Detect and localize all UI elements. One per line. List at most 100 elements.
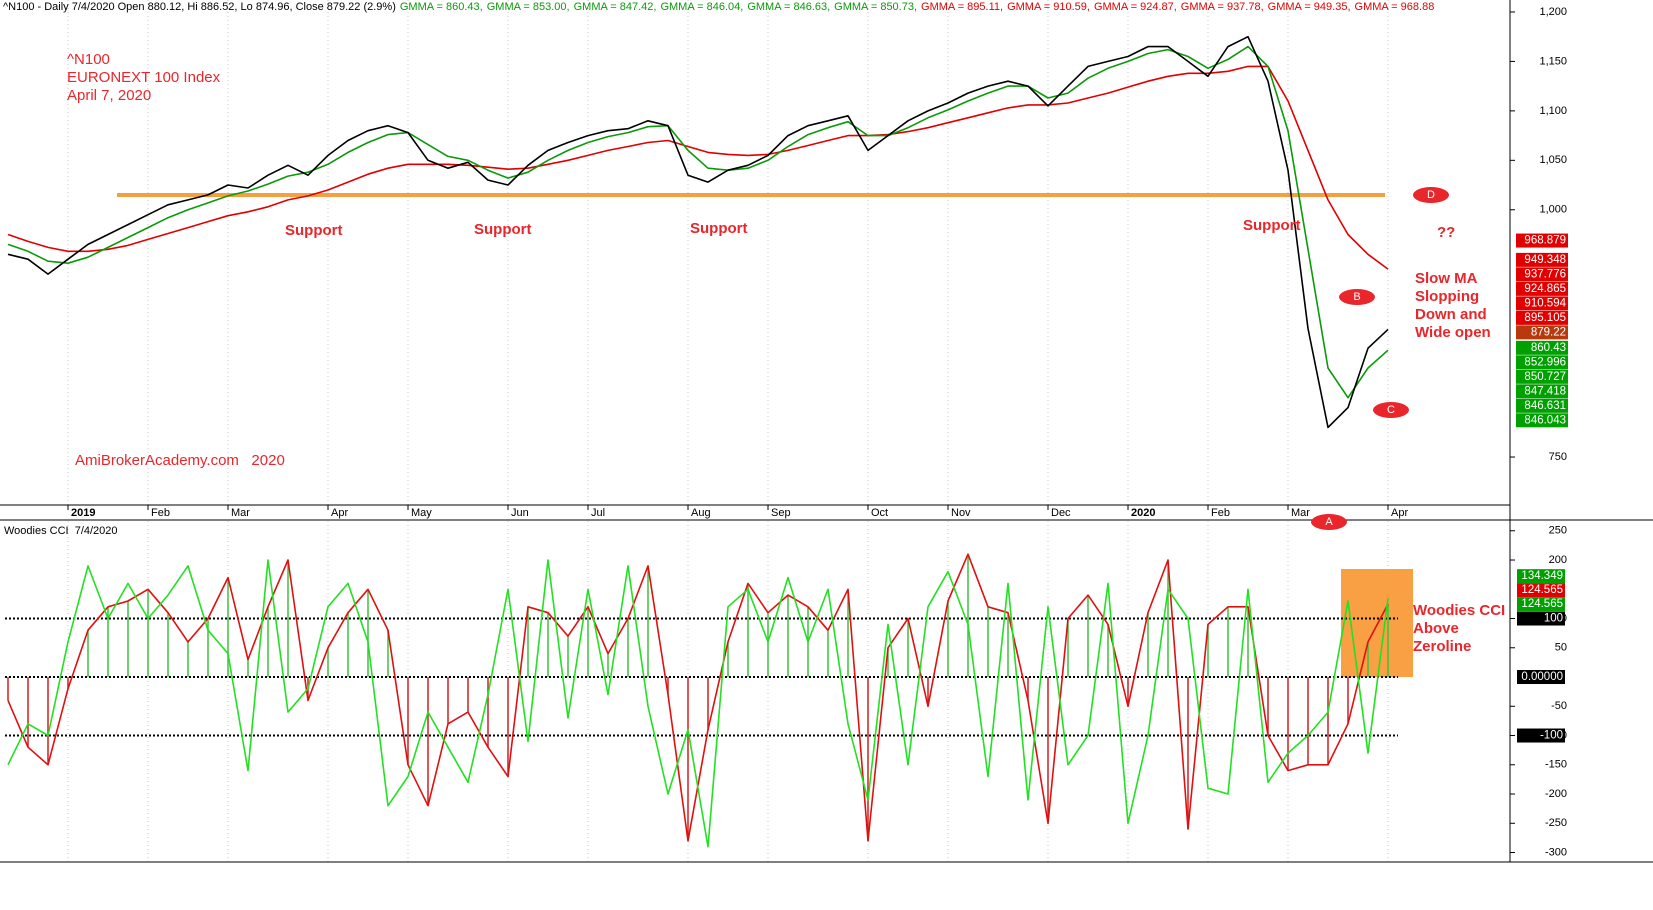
cci-title: Woodies CCI 7/4/2020 (4, 525, 118, 537)
plot (5, 35, 1398, 848)
value-box: 879.22 (1516, 325, 1568, 340)
y-tick-label: 1,050 (1539, 154, 1567, 166)
value-box-label: 860.43 (1531, 342, 1566, 354)
value-box-label: 847.418 (1524, 385, 1566, 397)
y-tick-label: 1,150 (1539, 55, 1567, 67)
marker: D (1413, 187, 1449, 203)
value-box-label: 846.043 (1524, 414, 1566, 426)
value-box-label: 124.565 (1521, 584, 1563, 596)
header-item: GMMA = 968.88 (1355, 1, 1435, 13)
x-tick-label: Apr (331, 507, 348, 519)
y-tick-label: 50 (1555, 642, 1567, 654)
x-tick-label: Nov (951, 507, 971, 519)
value-box-bg (1517, 670, 1565, 685)
marker: B (1339, 289, 1375, 305)
value-box: 124.565 (1517, 583, 1565, 598)
value-box: 850.727 (1516, 369, 1568, 384)
support-label: Support (285, 222, 343, 239)
y-tick-label: -300 (1545, 846, 1567, 858)
x-tick-label: Sep (771, 507, 791, 519)
value-box: 100 (1517, 611, 1565, 626)
value-box-label: 852.996 (1524, 356, 1566, 368)
y-tick-label: 1,200 (1539, 6, 1567, 18)
header: ^N100 - Daily 7/4/2020 Open 880.12, Hi 8… (3, 1, 1434, 13)
header-item: GMMA = 937.78, (1181, 1, 1264, 13)
header-item: GMMA = 846.63, (747, 1, 830, 13)
header-item: GMMA = 846.04, (660, 1, 743, 13)
value-box-bg (1516, 233, 1568, 248)
value-box-bg (1517, 597, 1565, 612)
value-box-label: 0.00000 (1521, 671, 1563, 683)
value-box-label: 850.727 (1524, 371, 1566, 383)
value-box-bg (1516, 252, 1568, 267)
value-box: 937.776 (1516, 267, 1568, 282)
header-item: GMMA = 949.35, (1268, 1, 1351, 13)
x-tick-label: Jun (511, 507, 529, 519)
value-box: 134.349 (1517, 569, 1565, 584)
x-tick-label: Jul (591, 507, 605, 519)
value-box-label: 100 (1544, 613, 1563, 625)
marker-shape (1339, 289, 1375, 305)
value-box-label: 937.776 (1524, 268, 1566, 280)
value-box-bg (1517, 583, 1565, 598)
x-tick-label: May (411, 507, 432, 519)
header-item: GMMA = 910.59, (1007, 1, 1090, 13)
value-box: 895.105 (1516, 310, 1568, 325)
marker: C (1373, 402, 1409, 418)
value-box: 846.043 (1516, 413, 1568, 428)
value-box: 847.418 (1516, 384, 1568, 399)
y-tick-label: -150 (1545, 759, 1567, 771)
header-title: ^N100 - Daily 7/4/2020 Open 880.12, Hi 8… (3, 1, 396, 13)
x-tick-label: Apr (1391, 507, 1408, 519)
value-box: 124.565 (1517, 597, 1565, 612)
value-box-bg (1516, 413, 1568, 428)
value-box-bg (1516, 355, 1568, 370)
value-box-bg (1516, 310, 1568, 325)
x-tick-label: Mar (1291, 507, 1310, 519)
question: ?? (1437, 224, 1455, 241)
value-box: 924.865 (1516, 281, 1568, 296)
note: Down and (1415, 306, 1487, 323)
value-box-label: 124.565 (1521, 598, 1563, 610)
value-box-bg (1517, 569, 1565, 584)
header-item: GMMA = 850.73, (834, 1, 917, 13)
value-box-bg (1517, 728, 1565, 743)
marker-shape (1373, 402, 1409, 418)
header-item: GMMA = 924.87, (1094, 1, 1177, 13)
x-tick-label: Dec (1051, 507, 1071, 519)
x-tick-label: Feb (1211, 507, 1230, 519)
value-box: 949.348 (1516, 252, 1568, 267)
value-box-label: 924.865 (1524, 283, 1566, 295)
support-label: Support (1243, 217, 1301, 234)
marker-shape (1413, 187, 1449, 203)
marker-label: A (1325, 516, 1333, 528)
symbol: ^N100 (67, 51, 110, 68)
marker-shape (1311, 514, 1347, 530)
value-box-label: -100 (1540, 730, 1563, 742)
value-box-label: 910.594 (1524, 297, 1566, 309)
value-box-bg (1516, 281, 1568, 296)
value-box-bg (1517, 611, 1565, 626)
value-box: 0.00000 (1517, 670, 1565, 685)
series-line (7, 35, 1389, 429)
series-line (7, 65, 1389, 270)
value-box-bg (1516, 340, 1568, 355)
value-box-label: 895.105 (1524, 312, 1566, 324)
value-box-bg (1516, 384, 1568, 399)
value-box: -100 (1517, 728, 1565, 743)
y-tick-label: -250 (1545, 817, 1567, 829)
note: Woodies CCI (1413, 602, 1505, 619)
marker-label: B (1353, 291, 1360, 303)
x-tick-label: Mar (231, 507, 250, 519)
value-box-bg (1516, 267, 1568, 282)
y-tick-label: -200 (1545, 788, 1567, 800)
y-tick-label: 1,100 (1539, 105, 1567, 117)
x-tick-label: Aug (691, 507, 711, 519)
support-label: Support (474, 221, 532, 238)
axes: 2019 Feb Mar Apr May Jun Jul Aug Sep Oct Nov Dec 202… (67, 6, 1568, 858)
note: Wide open (1415, 324, 1491, 341)
value-box-label: 968.879 (1524, 235, 1566, 247)
value-box: 846.631 (1516, 398, 1568, 413)
y-tick-label: 750 (1549, 451, 1567, 463)
